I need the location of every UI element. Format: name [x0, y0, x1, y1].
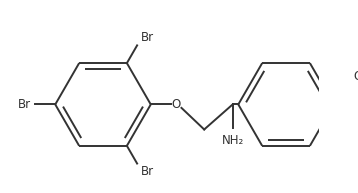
- Text: O: O: [171, 98, 180, 111]
- Text: Br: Br: [141, 165, 154, 178]
- Text: O: O: [353, 70, 358, 83]
- Text: Br: Br: [18, 98, 32, 111]
- Text: Br: Br: [141, 31, 154, 44]
- Text: NH₂: NH₂: [222, 134, 244, 147]
